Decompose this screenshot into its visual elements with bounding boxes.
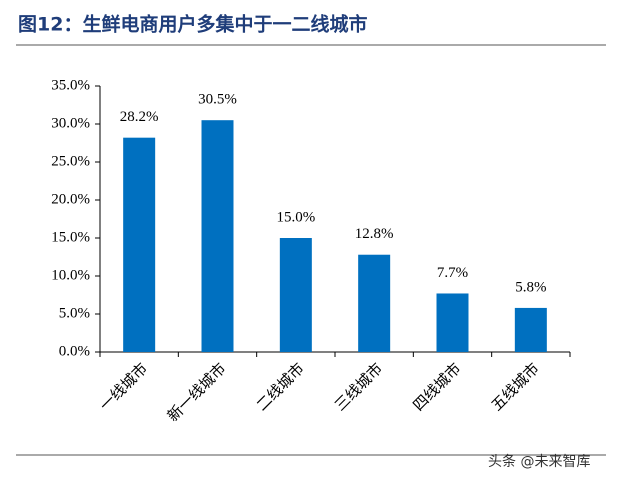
- value-label: 30.5%: [198, 92, 237, 108]
- x-tick-label: 五线城市: [488, 359, 543, 414]
- bar: [201, 120, 234, 352]
- bar: [514, 307, 547, 352]
- bar: [279, 238, 312, 352]
- y-tick-label: 30.0%: [51, 115, 90, 131]
- y-tick-label: 25.0%: [51, 153, 90, 169]
- value-label: 7.7%: [437, 265, 468, 281]
- value-label: 28.2%: [120, 109, 159, 125]
- x-tick-label: 新一线城市: [164, 359, 230, 425]
- value-label: 5.8%: [515, 279, 546, 295]
- watermark: 头条 @未来智库: [488, 453, 590, 470]
- y-tick-label: 20.0%: [51, 191, 90, 207]
- y-tick-label: 0.0%: [59, 343, 90, 359]
- chart-title: 图12：生鲜电商用户多集中于一二线城市: [18, 13, 367, 36]
- x-tick-label: 四线城市: [409, 359, 464, 414]
- y-tick-label: 5.0%: [59, 305, 90, 321]
- value-label: 12.8%: [355, 226, 394, 242]
- y-tick-label: 10.0%: [51, 267, 90, 283]
- bar: [123, 137, 156, 352]
- x-tick-label: 三线城市: [331, 359, 386, 414]
- x-tick-label: 二线城市: [253, 359, 308, 414]
- y-tick-label: 35.0%: [51, 77, 90, 93]
- y-tick-label: 15.0%: [51, 229, 90, 245]
- bar: [436, 293, 469, 352]
- bar: [358, 254, 391, 352]
- x-tick-label: 一线城市: [96, 359, 151, 414]
- value-label: 15.0%: [276, 209, 315, 225]
